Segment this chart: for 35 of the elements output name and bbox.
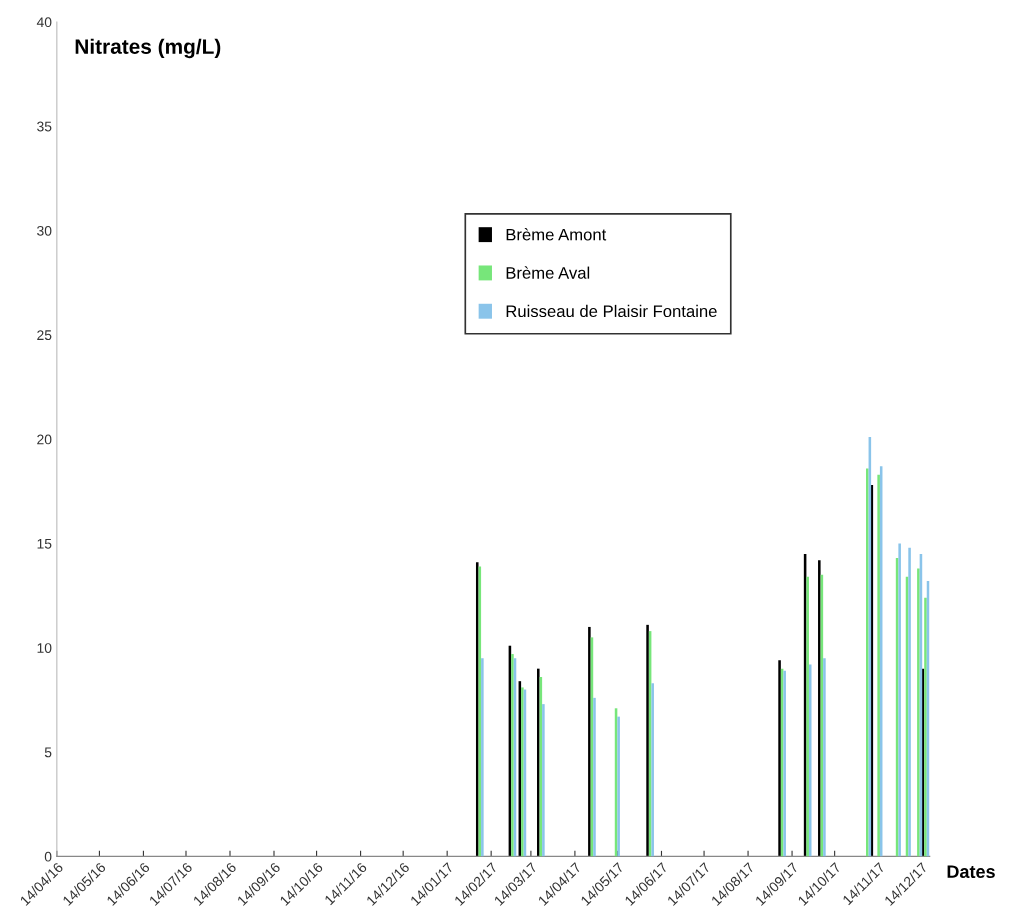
bar — [924, 597, 927, 857]
legend-label: Ruisseau de Plaisir Fontaine — [506, 304, 717, 318]
bar — [588, 626, 591, 857]
bar — [917, 568, 920, 857]
y-tick-label: 5 — [44, 747, 52, 758]
bar — [908, 547, 911, 857]
y-tick-label: 20 — [37, 434, 52, 445]
legend-label: Brème Amont — [506, 228, 607, 241]
bar — [806, 576, 809, 857]
bar — [823, 658, 826, 857]
text: Nitrates (mg/L) — [75, 38, 221, 59]
bar — [542, 704, 545, 857]
y-tick-label: 0 — [44, 851, 52, 862]
y-tick-label: 40 — [36, 17, 52, 28]
bar — [898, 543, 901, 857]
bar — [617, 716, 620, 857]
y-tick-label: 10 — [37, 643, 52, 653]
bar — [537, 668, 540, 857]
bar — [475, 562, 479, 857]
bar — [646, 624, 649, 857]
bar — [818, 560, 821, 857]
y-tick-label: 35 — [37, 121, 52, 132]
bar — [511, 654, 514, 857]
bar — [866, 468, 869, 857]
y-tick-label: 15 — [37, 538, 52, 549]
x-axis-title: Dates — [947, 865, 995, 879]
legend-label: Brème Aval — [506, 266, 590, 279]
bar — [651, 683, 654, 857]
y-tick-label: 30 — [37, 225, 52, 236]
bar — [808, 664, 812, 857]
bar — [593, 697, 596, 857]
bar — [481, 658, 484, 857]
y-tick-label: 25 — [37, 330, 52, 341]
bar — [877, 474, 880, 857]
bar — [778, 660, 781, 857]
